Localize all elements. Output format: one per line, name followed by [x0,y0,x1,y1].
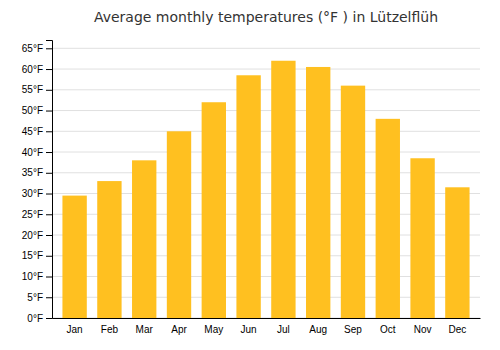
chart-container: 0°F 5°F 10°F 15°F 20°F 25°F 30°F 35°F 40°F 45°F 50… [0,0,500,350]
title: Average monthly temperatures (°F ) in Lü… [94,9,438,25]
bar [376,119,400,318]
y-tick-mark [46,173,52,174]
x-tick-label: Dec [448,324,466,335]
grid-line [52,69,480,70]
bar [236,75,260,318]
y-tick-label: 35°F [22,167,43,178]
bar [306,67,330,318]
y-tick: 5°F [27,292,52,303]
y-tick-label: 65°F [22,43,43,54]
y-tick-mark [46,235,52,236]
y-tick-label: 40°F [22,147,43,158]
bar [341,86,365,318]
y-tick-mark [46,90,52,91]
bar [445,187,469,318]
x-tick: Oct [380,324,396,335]
y-tick-mark [46,131,52,132]
y-tick: 55°F [22,84,52,95]
y-tick: 60°F [22,64,52,75]
y-tick-mark [46,48,52,49]
x-tick: Sep [344,324,362,335]
x-tick-label: Oct [380,324,396,335]
x-tick-label: Jan [67,324,83,335]
x-tick: May [204,324,223,335]
y-tick-mark [46,297,52,298]
x-tick-label: Nov [414,324,432,335]
x-axis-line [53,318,481,319]
y-tick-label: 55°F [22,84,43,95]
y-tick-label: 20°F [22,230,43,241]
y-tick-label: 0°F [27,313,43,324]
x-tick: Jun [241,324,257,335]
y-tick: 30°F [22,188,52,199]
bar [62,196,86,318]
y-tick-label: 50°F [22,105,43,116]
y-tick-label: 25°F [22,209,43,220]
y-tick: 10°F [22,271,52,282]
y-tick-mark [46,69,52,70]
y-tick: 25°F [22,209,52,220]
y-tick-mark [46,277,52,278]
grid-line [52,110,480,111]
x-tick-label: Jun [241,324,257,335]
y-tick: 15°F [22,250,52,261]
y-tick: 0°F [27,313,52,324]
y-tick-label: 5°F [27,292,43,303]
grid [52,48,480,318]
y-tick-mark [46,318,52,319]
bar [97,181,121,318]
x-tick: Apr [171,324,187,335]
grid-line [52,131,480,132]
y-tick: 35°F [22,167,52,178]
grid-line [52,48,480,49]
x-tick-label: Apr [171,324,187,335]
y-tick-label: 10°F [22,271,43,282]
x-tick-label: Jul [277,324,290,335]
x-tick-label: Sep [344,324,362,335]
x-tick: Jul [277,324,290,335]
x-tick: Mar [136,324,154,335]
y-tick-mark [46,256,52,257]
bar [410,158,434,318]
y-tick-label: 30°F [22,188,43,199]
bar [202,102,226,318]
y-tick-label: 45°F [22,126,43,137]
x-tick: Jan [67,324,83,335]
bar [132,160,156,318]
y-tick: 20°F [22,230,52,241]
y-tick: 45°F [22,126,52,137]
y-tick-mark [46,111,52,112]
bars [62,61,469,318]
y-tick-mark [46,194,52,195]
y-tick-label: 15°F [22,250,43,261]
y-tick-mark [46,214,52,215]
x-tick-label: Mar [136,324,154,335]
bar [167,131,191,318]
y-tick: 65°F [22,43,52,54]
y-tick: 40°F [22,147,52,158]
bar [271,61,295,318]
x-tick-label: Feb [101,324,119,335]
x-tick-label: May [204,324,223,335]
x-tick: Dec [448,324,466,335]
y-tick: 50°F [22,105,52,116]
grid-line [52,89,480,90]
x-tick-label: Aug [309,324,327,335]
chart: 0°F 5°F 10°F 15°F 20°F 25°F 30°F 35°F 40°F 45°F 50… [0,0,500,350]
x-tick: Feb [101,324,119,335]
y-axis-line [46,41,53,319]
x-tick: Aug [309,324,327,335]
plot: 0°F 5°F 10°F 15°F 20°F 25°F 30°F 35°F 40°F 45°F 50… [22,41,481,336]
grid-line [52,152,480,153]
y-tick-label: 60°F [22,64,43,75]
y-tick-mark [46,152,52,153]
y-axis: 0°F 5°F 10°F 15°F 20°F 25°F 30°F 35°F 40°F 45°F 50… [22,41,53,324]
x-axis: Jan Feb Mar Apr May Jun Jul Aug Sep Oct Nov Dec [53,319,481,336]
x-tick: Nov [414,324,432,335]
